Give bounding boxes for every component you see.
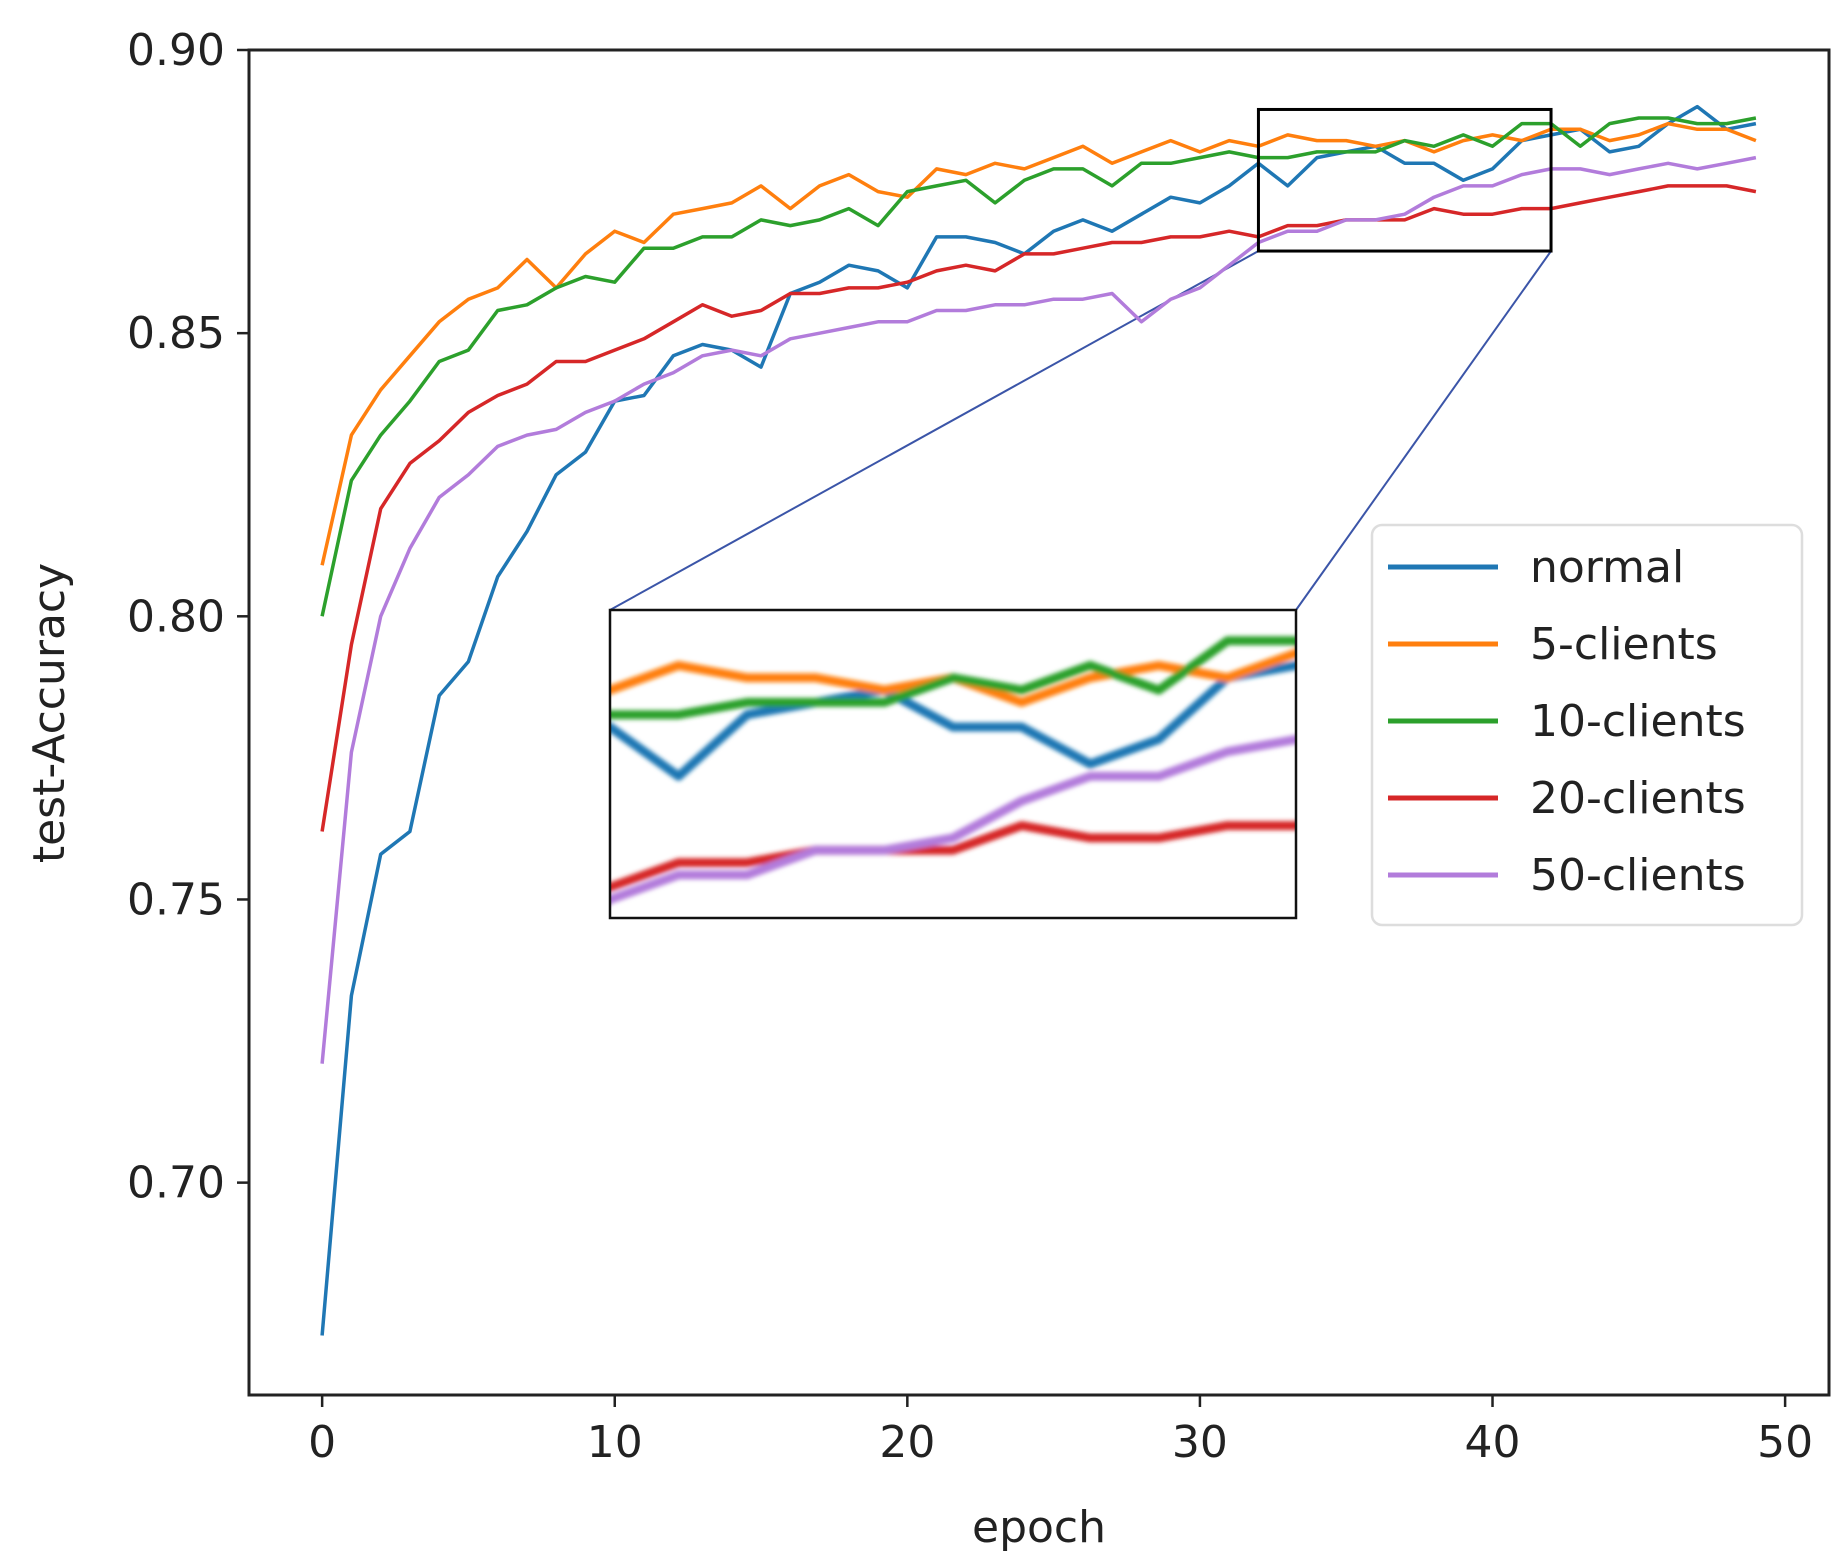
x-axis-title: epoch [972,1502,1106,1553]
legend-label-5-clients: 5-clients [1530,619,1718,670]
legend-label-normal: normal [1530,542,1684,593]
x-tick-label: 50 [1757,1417,1813,1468]
connector-line [609,250,1259,611]
series-layer [320,104,1757,1336]
zoom-connectors [609,250,1552,611]
y-axis-title: test-Accuracy [24,563,75,863]
x-tick-label: 10 [587,1417,643,1468]
inset-series-line-10-clients [610,636,1296,720]
inset-series-line-20-clients [610,821,1296,892]
legend-label-50-clients: 50-clients [1530,850,1746,901]
legend-label-20-clients: 20-clients [1530,773,1746,824]
y-tick-label: 0.90 [127,25,225,76]
legend-label-10-clients: 10-clients [1530,696,1746,747]
y-axis: 0.70 0.75 0.80 0.85 0.90 [127,25,249,1209]
zoom-source-box [1256,107,1553,253]
y-tick-label: 0.70 [127,1158,225,1209]
series-line-20-clients [320,184,1757,832]
connector-line [1295,250,1552,611]
y-tick-label: 0.85 [127,308,225,359]
x-tick-label: 0 [308,1417,336,1468]
inset-frame [608,608,1298,920]
x-tick-label: 30 [1172,1417,1228,1468]
x-tick-label: 40 [1465,1417,1521,1468]
series-line-normal [320,104,1757,1336]
series-line-10-clients [320,116,1757,617]
x-axis: 0 10 20 30 40 50 [308,1395,1813,1468]
plot-frame [247,48,1831,1397]
legend-box [1370,523,1804,927]
y-tick-label: 0.80 [127,591,225,642]
y-tick-label: 0.75 [127,874,225,925]
legend: normal 5-clients 10-clients 20-clients 50-cl… [1370,523,1804,927]
zoom-inset [608,608,1298,920]
series-line-5-clients [320,121,1757,566]
inset-series-layer [610,636,1296,906]
series-line-50-clients [320,155,1757,1064]
inset-series-line-50-clients [610,734,1296,906]
x-tick-label: 20 [879,1417,935,1468]
